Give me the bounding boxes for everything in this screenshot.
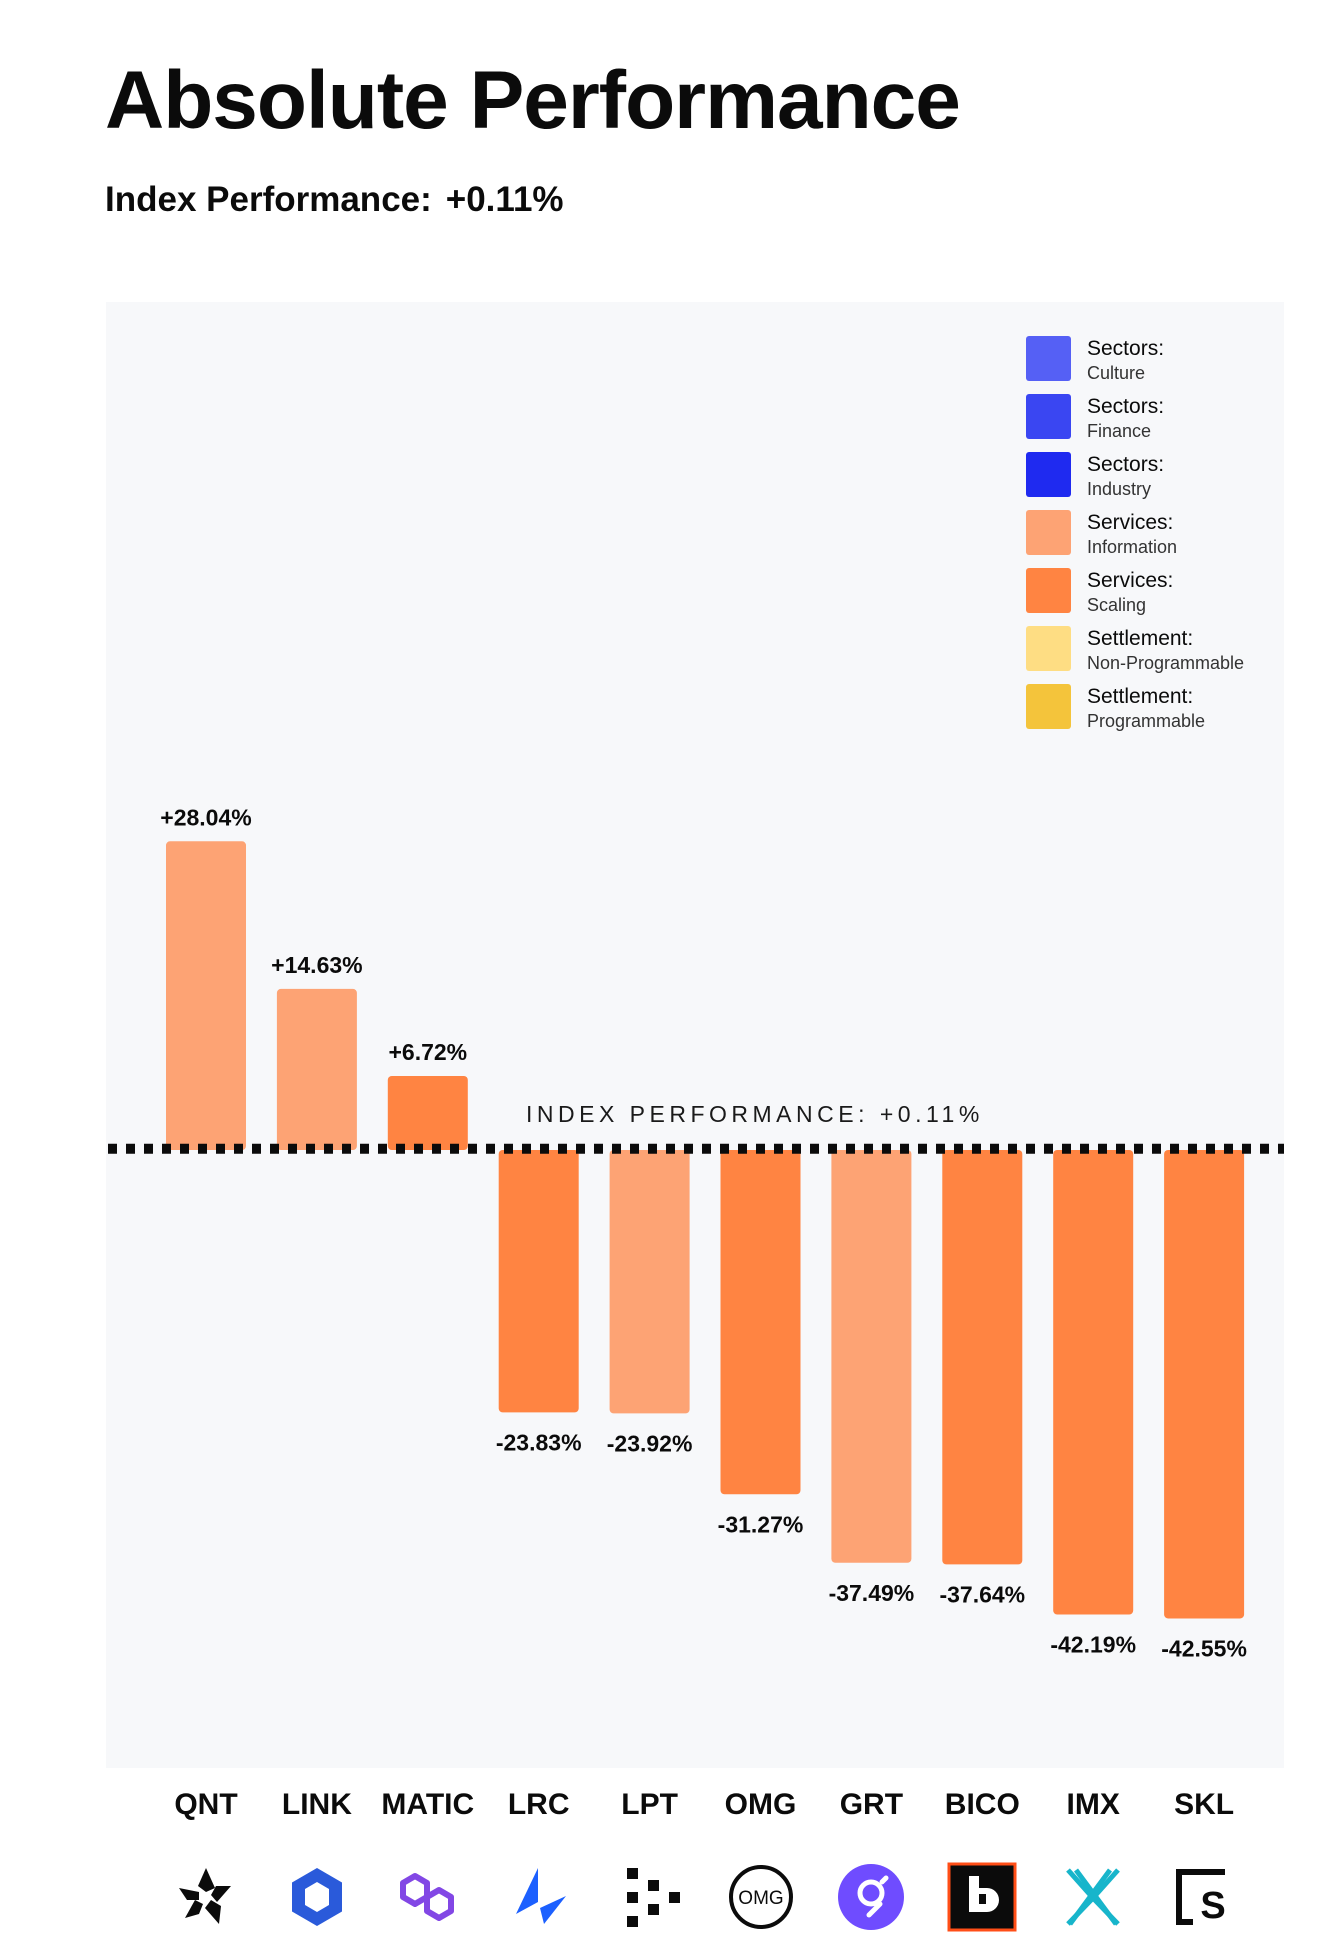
- bar-value-label: -37.64%: [939, 1581, 1025, 1607]
- bar-value-label: -42.55%: [1161, 1635, 1247, 1661]
- bar-matic: [387, 1076, 468, 1150]
- omg-icon: OMG: [726, 1862, 796, 1932]
- index-performance-value: +0.11%: [445, 180, 564, 219]
- legend-subcategory: Non-Programmable: [1087, 653, 1245, 673]
- legend-subcategory: Scaling: [1087, 595, 1147, 615]
- legend-swatch: [1026, 510, 1071, 555]
- tick-label-matic: MATIC: [381, 1788, 475, 1821]
- the-graph-icon: [836, 1862, 906, 1932]
- bar-value-label: -23.83%: [496, 1429, 582, 1455]
- legend-subcategory: Programmable: [1087, 711, 1206, 731]
- legend-swatch: [1026, 684, 1071, 729]
- svg-text:OMG: OMG: [738, 1888, 783, 1909]
- tick-label-imx: IMX: [1066, 1788, 1120, 1821]
- legend-category: Sectors:: [1087, 395, 1165, 418]
- bar-omg: [720, 1150, 801, 1495]
- legend-category: Settlement:: [1087, 685, 1194, 708]
- legend-swatch: [1026, 568, 1071, 613]
- tick-label-bico: BICO: [944, 1788, 1020, 1821]
- bar-skl: [1164, 1150, 1245, 1619]
- legend-swatch: [1026, 394, 1071, 439]
- legend-category: Services:: [1087, 569, 1174, 592]
- bar-imx: [1053, 1150, 1134, 1615]
- bar-lpt: [609, 1150, 690, 1414]
- page-title: Absolute Performance: [105, 55, 961, 146]
- quant-icon: [171, 1862, 241, 1932]
- tick-label-lpt: LPT: [621, 1788, 678, 1821]
- index-performance-label: Index Performance:: [105, 180, 432, 219]
- legend-subcategory: Information: [1087, 537, 1178, 557]
- tick-label-grt: GRT: [839, 1788, 904, 1821]
- bar-qnt: [166, 841, 246, 1150]
- index-performance-line-label: INDEX PERFORMANCE: +0.11%: [526, 1101, 984, 1127]
- biconomy-icon: [947, 1862, 1017, 1932]
- bar-value-label: -37.49%: [829, 1580, 915, 1606]
- bar-grt: [831, 1150, 912, 1563]
- index-performance-summary: Index Performance: +0.11%: [105, 182, 564, 217]
- legend-category: Settlement:: [1087, 627, 1194, 650]
- tick-label-link: LINK: [281, 1788, 352, 1821]
- livepeer-icon: [615, 1862, 685, 1932]
- legend-swatch: [1026, 626, 1071, 671]
- legend-subcategory: Finance: [1087, 421, 1152, 441]
- bar-value-label: +6.72%: [388, 1039, 467, 1065]
- bar-value-label: +14.63%: [271, 952, 362, 978]
- bar-value-label: +28.04%: [160, 804, 251, 830]
- legend-category: Services:: [1087, 511, 1174, 534]
- legend-category: Sectors:: [1087, 453, 1165, 476]
- tick-label-skl: SKL: [1174, 1788, 1235, 1821]
- legend-subcategory: Culture: [1087, 363, 1146, 383]
- chainlink-icon: [282, 1862, 352, 1932]
- bar-link: [276, 988, 357, 1150]
- immutable-x-icon: [1058, 1862, 1128, 1932]
- bar-value-label: -23.92%: [607, 1430, 693, 1456]
- legend-category: Sectors:: [1087, 337, 1165, 360]
- bar-value-label: -42.19%: [1050, 1632, 1136, 1658]
- tick-label-qnt: QNT: [174, 1788, 238, 1821]
- legend-subcategory: Industry: [1087, 479, 1152, 499]
- polygon-icon: [393, 1862, 463, 1932]
- legend-swatch: [1026, 452, 1071, 497]
- bar-value-label: -31.27%: [718, 1511, 804, 1537]
- svg-text:S: S: [1200, 1885, 1225, 1927]
- bar-lrc: [498, 1150, 579, 1413]
- bar-bico: [942, 1150, 1023, 1565]
- loopring-icon: [504, 1862, 574, 1932]
- skale-icon: S: [1169, 1862, 1239, 1932]
- legend-swatch: [1026, 336, 1071, 381]
- tick-label-omg: OMG: [724, 1788, 797, 1821]
- tick-label-lrc: LRC: [507, 1788, 570, 1821]
